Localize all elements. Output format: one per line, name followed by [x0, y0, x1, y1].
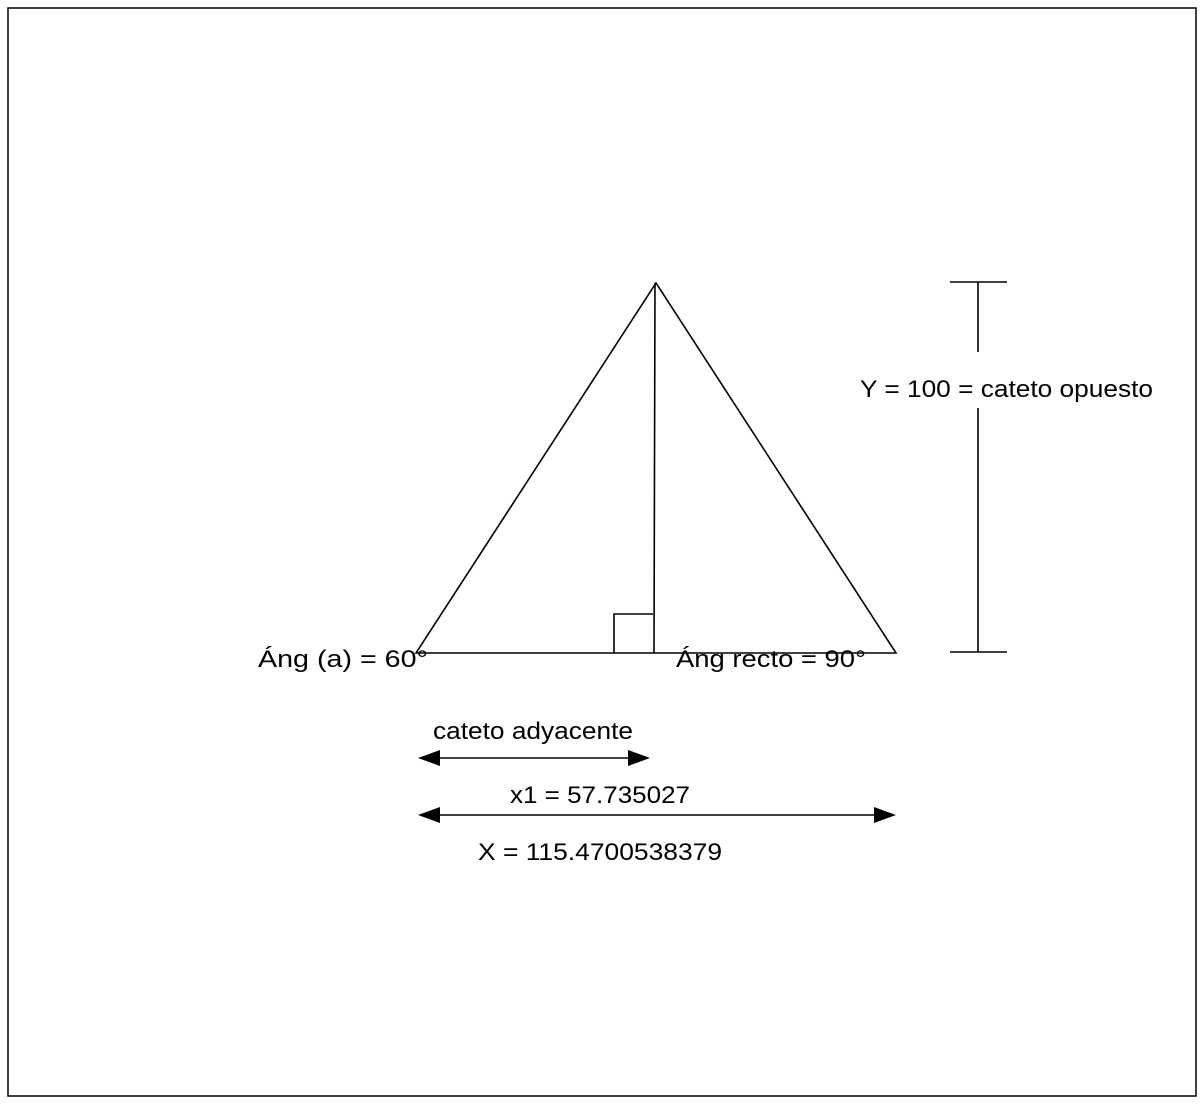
angle-label: Áng (a) = 60° — [258, 646, 428, 673]
dimension-label: Y = 100 = cateto opuesto — [860, 376, 1153, 403]
altitude — [653, 282, 656, 654]
arrowhead — [874, 807, 896, 823]
dimension-label: X = 115.4700538379 — [478, 839, 722, 866]
triangle — [414, 281, 898, 654]
right-angle-mark — [613, 613, 653, 653]
arrowhead — [628, 750, 650, 766]
angle-label: Áng recto = 90° — [676, 646, 866, 673]
arrowhead — [418, 807, 440, 823]
frame — [7, 7, 1197, 1097]
dimension-label: x1 = 57.735027 — [510, 782, 690, 809]
arrowhead — [418, 750, 440, 766]
dimension-label: cateto adyacente — [433, 718, 633, 745]
